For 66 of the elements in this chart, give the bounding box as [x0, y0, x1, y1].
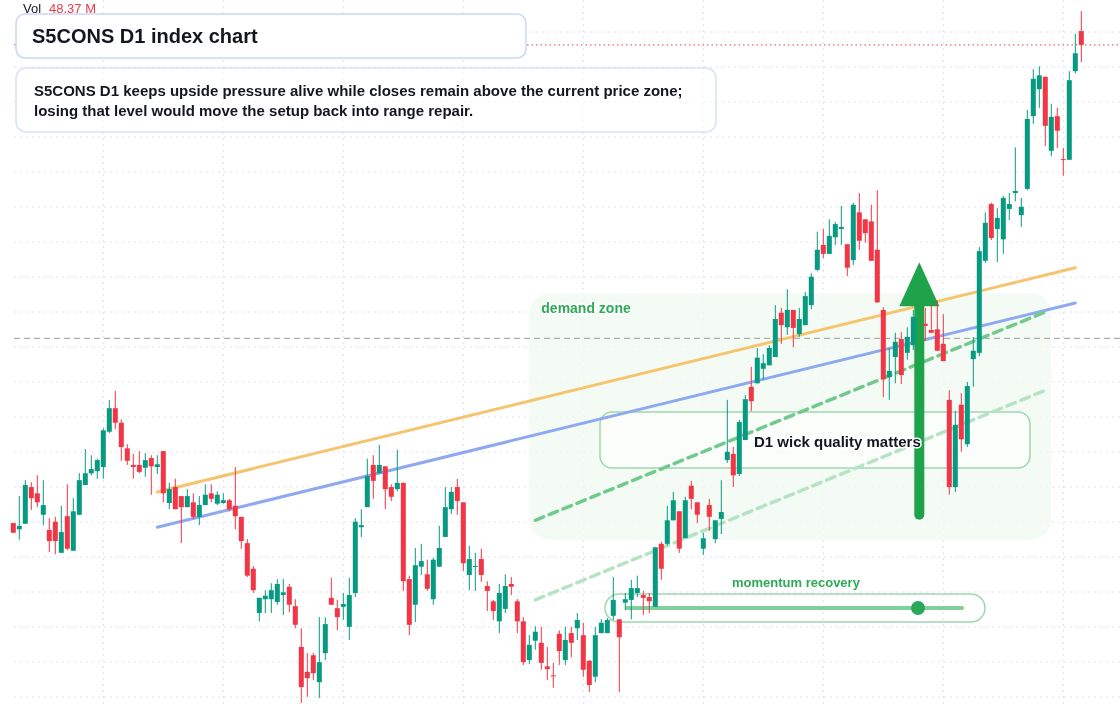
- candlestick: [142, 452, 148, 478]
- candlestick: [844, 243, 850, 277]
- candlestick: [454, 478, 460, 516]
- candlestick: [616, 618, 622, 693]
- candlestick: [154, 454, 160, 475]
- candlestick: [748, 366, 754, 412]
- candlestick: [574, 612, 580, 641]
- candlestick: [112, 390, 118, 430]
- band-label: demand zone: [541, 300, 631, 317]
- candlestick: [706, 498, 712, 532]
- candlestick: [700, 532, 706, 556]
- candlestick: [1018, 197, 1024, 228]
- candlestick: [778, 307, 784, 345]
- candlestick: [892, 332, 898, 384]
- candlestick: [394, 449, 400, 492]
- candlestick: [514, 598, 520, 634]
- candlestick: [40, 479, 46, 526]
- candlestick: [664, 505, 670, 546]
- candlestick: [544, 646, 550, 681]
- candlestick: [196, 495, 202, 526]
- candlestick: [688, 480, 694, 510]
- annotation: 48.37 M: [49, 1, 96, 16]
- candlestick: [58, 505, 64, 554]
- candlestick: [718, 479, 724, 535]
- candlestick: [286, 583, 292, 613]
- candlestick: [556, 629, 562, 666]
- candlestick: [526, 634, 532, 665]
- candlestick: [1072, 33, 1078, 74]
- candlestick: [790, 309, 796, 348]
- candlestick: [694, 501, 700, 524]
- annotation: momentum recovery: [732, 575, 861, 590]
- candlestick: [610, 576, 616, 621]
- candlestick: [478, 548, 484, 583]
- candlestick: [292, 598, 298, 629]
- candlestick: [814, 231, 820, 272]
- annotation: S5CONS D1 keeps upside pressure alive while closes remain above the current price zone; losing that level would move the setup back into range repair.: [34, 82, 683, 119]
- candlestick: [424, 559, 430, 592]
- candlestick: [1054, 107, 1060, 149]
- candlestick: [562, 626, 568, 666]
- candlestick: [370, 454, 376, 500]
- candlestick: [568, 626, 574, 658]
- candlestick: [730, 446, 736, 488]
- candlestick: [922, 307, 928, 342]
- candlestick: [724, 399, 730, 464]
- candlestick: [532, 625, 538, 651]
- annotation: Vol: [23, 1, 42, 16]
- candlestick: [190, 492, 196, 520]
- candlestick: [820, 228, 826, 259]
- candlestick: [886, 347, 892, 401]
- candlestick: [376, 444, 382, 474]
- candlestick: [328, 577, 334, 606]
- candlestick: [784, 288, 790, 336]
- candlestick: [148, 454, 154, 496]
- candlestick: [490, 599, 496, 621]
- candlestick: [712, 519, 718, 544]
- candlestick: [484, 580, 490, 612]
- candlestick: [334, 599, 340, 631]
- candlestick: [1012, 146, 1018, 202]
- candlestick: [166, 482, 172, 510]
- text: S5CONS D1 index chart: [32, 25, 258, 47]
- candlestick: [670, 491, 676, 521]
- candlestick: [538, 626, 544, 671]
- candlestick: [124, 443, 130, 466]
- candlestick: [550, 662, 556, 689]
- candlestick: [1060, 147, 1066, 177]
- candlestick: [316, 616, 322, 699]
